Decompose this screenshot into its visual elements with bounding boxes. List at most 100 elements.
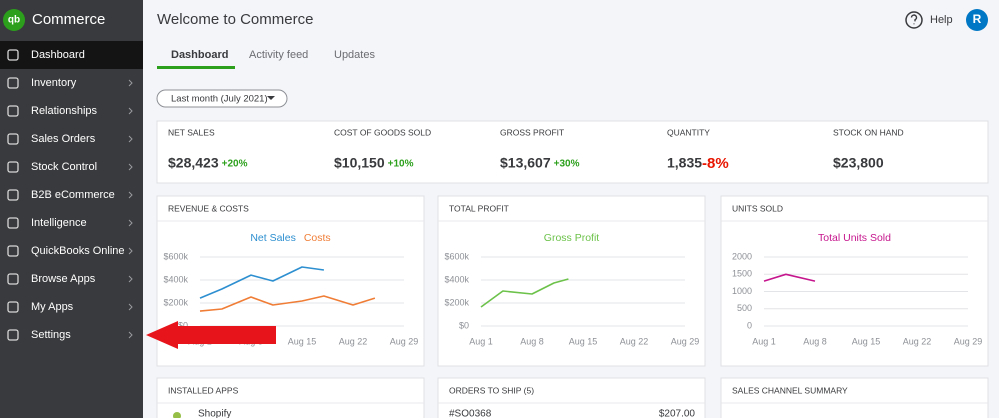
y-tick-label: $400k [163, 274, 188, 284]
chart-title: REVENUE & COSTS [168, 203, 249, 213]
menu-item[interactable]: Browse Apps [31, 273, 96, 285]
menu-icon [7, 161, 19, 173]
x-tick-label: Aug 15 [288, 336, 317, 346]
series-line [763, 273, 816, 282]
y-tick-label: 2000 [732, 251, 752, 261]
menu-chevron [128, 107, 133, 115]
avatar[interactable] [966, 9, 988, 31]
menu-icon [7, 301, 19, 313]
menu-icon [7, 273, 19, 285]
y-tick-label: $400k [444, 274, 469, 284]
panel-title: SALES CHANNEL SUMMARY [732, 385, 848, 395]
kpi-value: $28,423 [168, 155, 219, 171]
help-icon-glyph [910, 14, 918, 25]
y-tick-label: 1500 [732, 269, 752, 279]
y-tick-label: 500 [737, 303, 752, 313]
x-tick-label: Aug 22 [903, 336, 932, 346]
menu-item[interactable]: Stock Control [31, 161, 97, 173]
menu-chevron [128, 135, 133, 143]
y-tick-label: $200k [444, 297, 469, 307]
tab[interactable]: Dashboard [171, 49, 228, 61]
menu-item[interactable]: Relationships [31, 105, 98, 117]
kpi-change: -8% [702, 155, 729, 172]
x-tick-label: Aug 22 [339, 336, 368, 346]
y-tick-label: $200k [163, 297, 188, 307]
kpi-label: GROSS PROFIT [500, 127, 564, 137]
x-tick-label: Aug 8 [520, 336, 544, 346]
legend-entry: Net Sales [250, 232, 296, 244]
menu-item[interactable]: Intelligence [31, 217, 87, 229]
kpi-value: $23,800 [833, 155, 884, 171]
menu-icon [7, 105, 19, 117]
panel-cell[interactable]: Shopify [198, 409, 231, 418]
kpi-label: STOCK ON HAND [833, 127, 904, 137]
chart-title: TOTAL PROFIT [449, 203, 509, 213]
x-tick-label: Aug 1 [469, 336, 493, 346]
help-link[interactable]: Help [930, 14, 953, 26]
logo-text: qb [8, 15, 20, 26]
chart-title: UNITS SOLD [732, 203, 783, 213]
menu-item[interactable]: My Apps [31, 301, 74, 313]
x-tick-label: Aug 1 [752, 336, 776, 346]
filter-caret [267, 96, 275, 100]
chart-panel [437, 195, 706, 367]
menu-item[interactable]: Inventory [31, 77, 77, 89]
kpi-value: $13,607 [500, 155, 551, 171]
kpi-change: +20% [222, 159, 248, 170]
x-tick-label: Aug 22 [620, 336, 649, 346]
sidebar [0, 0, 143, 418]
menu-chevron [128, 219, 133, 227]
menu-item[interactable]: B2B eCommerce [31, 189, 115, 201]
help-icon[interactable] [905, 11, 923, 29]
x-tick-label: Aug 15 [852, 336, 881, 346]
menu-icon [7, 189, 19, 201]
series-line [480, 278, 569, 308]
x-tick-label: Aug 8 [803, 336, 827, 346]
menu-chevron [128, 79, 133, 87]
brand: Commerce [32, 11, 105, 28]
tab[interactable]: Activity feed [249, 49, 308, 61]
page-title: Welcome to Commerce [157, 11, 313, 28]
y-tick-label: 1000 [732, 286, 752, 296]
kpi-change: +10% [388, 159, 414, 170]
panel [156, 377, 425, 418]
kpi-label: COST OF GOODS SOLD [334, 127, 431, 137]
y-tick-label: $600k [444, 251, 469, 261]
panel-cell[interactable]: $207.00 [659, 409, 696, 418]
x-tick-label: Aug 29 [671, 336, 700, 346]
menu-active-bg [0, 41, 143, 69]
panel-cell[interactable]: #SO0368 [449, 409, 492, 418]
logo-badge [3, 9, 25, 31]
panel-title: INSTALLED APPS [168, 385, 239, 395]
kpi-value: $10,150 [334, 155, 385, 171]
y-tick-label: 0 [747, 320, 752, 330]
menu-item[interactable]: Settings [31, 329, 71, 341]
menu-chevron [128, 275, 133, 283]
menu-icon [7, 49, 19, 61]
panel-title: ORDERS TO SHIP (5) [449, 385, 534, 395]
menu-item[interactable]: QuickBooks Online [31, 245, 125, 257]
menu-item[interactable]: Sales Orders [31, 133, 96, 145]
legend-entry: Costs [304, 232, 331, 244]
menu-chevron [128, 331, 133, 339]
annotation-arrow [146, 321, 276, 349]
legend-entry: Gross Profit [544, 232, 600, 244]
menu-item[interactable]: Dashboard [31, 49, 85, 61]
kpi-change: +30% [554, 159, 580, 170]
series-line [199, 266, 325, 299]
y-tick-label: $600k [163, 251, 188, 261]
kpi-label: QUANTITY [667, 127, 710, 137]
kpi-label: NET SALES [168, 127, 215, 137]
filter-dropdown[interactable] [156, 89, 288, 108]
x-tick-label: Aug 15 [569, 336, 598, 346]
tab-underline [157, 66, 235, 69]
kpi-panel [156, 120, 989, 184]
tab[interactable]: Updates [334, 49, 375, 61]
menu-chevron [128, 191, 133, 199]
series-line [199, 295, 376, 312]
app-icon [173, 412, 181, 418]
menu-chevron [128, 247, 133, 255]
menu-icon [7, 217, 19, 229]
